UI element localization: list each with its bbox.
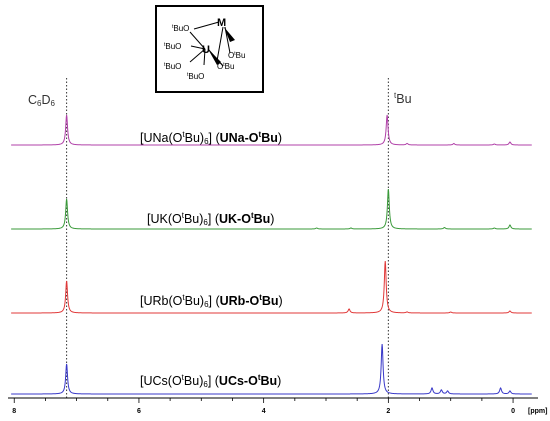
spectrum-trace-4: [11, 343, 532, 395]
spectrum-label-2: [UK(OtBu)6] (UK-OtBu): [147, 211, 275, 227]
ligand-3: tBuO: [164, 62, 181, 71]
solvent-peak-label: C6D6: [28, 93, 55, 108]
x-tick-label: 0: [511, 408, 515, 415]
spectrum-trace-1: [11, 114, 532, 146]
ligand-2: tBuO: [164, 42, 181, 51]
x-tick-label: 6: [137, 408, 141, 415]
x-unit-label: [ppm]: [528, 408, 547, 415]
spectrum-trace-2: [11, 188, 532, 230]
spectrum-trace-3: [11, 260, 532, 314]
metal-atom: M: [217, 17, 226, 29]
x-tick-label: 8: [12, 408, 16, 415]
uranium-atom: U: [202, 44, 210, 56]
ligand-4: tBuO: [187, 72, 204, 81]
molecular-structure: M U tBuO tBuO tBuO tBuO OtBu OtBu: [155, 5, 264, 93]
x-tick-label: 4: [262, 408, 266, 415]
ligand-6: OtBu: [217, 62, 234, 71]
ligand-1: tBuO: [172, 24, 189, 33]
spectrum-label-3: [URb(OtBu)6] (URb-OtBu): [140, 293, 283, 309]
ligand-5: OtBu: [228, 51, 245, 60]
spectrum-label-4: [UCs(OtBu)6] (UCs-OtBu): [140, 373, 282, 389]
spectrum-label-1: [UNa(OtBu)6] (UNa-OtBu): [140, 130, 283, 146]
tbu-peak-label: tBu: [394, 91, 412, 106]
x-tick-label: 2: [386, 408, 390, 415]
reference-lines: [66, 78, 389, 398]
x-axis: 8 6 4 2 0 [ppm]: [8, 397, 547, 415]
spectra-traces: [11, 114, 532, 395]
